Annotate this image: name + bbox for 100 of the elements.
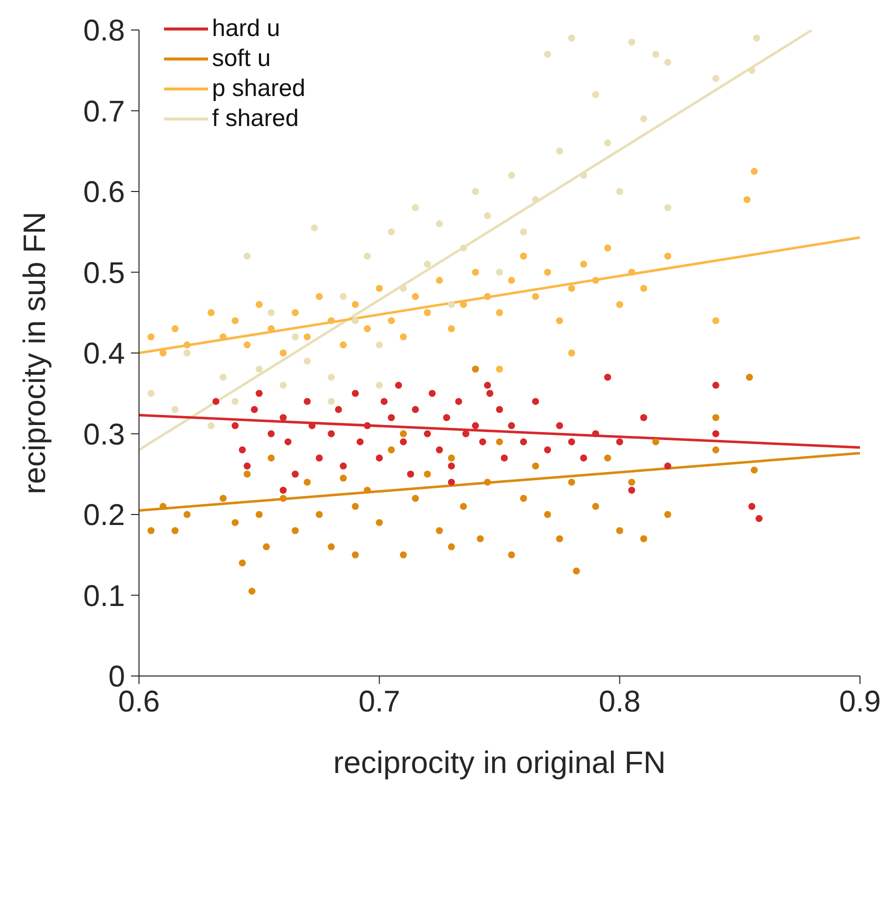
point: [352, 390, 359, 397]
point: [750, 466, 758, 474]
point: [412, 406, 419, 414]
point: [412, 292, 419, 300]
point: [448, 325, 455, 332]
point: [628, 478, 636, 486]
point: [604, 374, 612, 381]
y-tick-label: 0.1: [83, 580, 125, 613]
point: [407, 470, 414, 478]
point: [532, 196, 540, 204]
point: [628, 38, 636, 46]
point: [748, 66, 756, 74]
point: [448, 478, 455, 486]
point: [520, 252, 528, 260]
point: [640, 115, 648, 122]
point: [424, 309, 431, 316]
point: [340, 341, 347, 348]
point: [376, 382, 383, 389]
point: [508, 172, 516, 179]
point: [356, 438, 364, 446]
point: [640, 284, 648, 292]
point: [508, 422, 516, 430]
point: [640, 535, 648, 542]
point: [443, 414, 450, 422]
point: [496, 406, 503, 414]
point: [244, 470, 251, 478]
point: [310, 224, 318, 232]
point: [280, 486, 287, 494]
point: [256, 301, 263, 308]
point: [544, 50, 552, 58]
point: [268, 454, 275, 462]
y-axis-title: reciprocity in sub FN: [17, 212, 52, 494]
point: [424, 470, 431, 478]
point: [616, 188, 624, 195]
point: [304, 333, 311, 340]
point: [436, 446, 443, 454]
point: [664, 204, 672, 212]
point: [376, 519, 383, 526]
point: [448, 454, 455, 462]
point: [172, 406, 179, 414]
point: [268, 430, 275, 438]
point: [568, 34, 576, 42]
point: [496, 366, 503, 373]
point: [292, 470, 299, 478]
point: [256, 511, 263, 518]
point: [664, 462, 672, 470]
point: [580, 454, 588, 462]
point: [256, 390, 263, 397]
point: [448, 543, 455, 550]
point: [364, 422, 371, 430]
y-tick-label: 0.5: [83, 256, 125, 290]
point: [556, 148, 564, 155]
point: [316, 454, 323, 462]
point: [460, 502, 467, 510]
point: [148, 527, 155, 534]
point: [640, 414, 648, 422]
point: [284, 438, 292, 446]
point: [244, 252, 251, 260]
point: [316, 511, 323, 518]
point: [238, 559, 246, 566]
point: [532, 398, 540, 405]
point: [484, 382, 491, 389]
point: [460, 244, 467, 252]
point: [364, 325, 371, 332]
point: [532, 462, 540, 470]
point: [592, 430, 600, 438]
point: [248, 588, 256, 595]
point: [628, 268, 636, 276]
legend-label: soft u: [212, 44, 271, 74]
point: [592, 502, 600, 510]
x-tick-label: 0.8: [598, 685, 641, 718]
point: [712, 317, 720, 324]
point: [664, 252, 672, 260]
point: [568, 284, 576, 292]
point: [380, 398, 388, 405]
point: [486, 390, 494, 397]
point: [400, 551, 407, 558]
point: [304, 478, 311, 486]
y-tick-label: 0.6: [83, 176, 125, 210]
point: [220, 374, 227, 381]
point: [476, 535, 484, 542]
point: [262, 543, 270, 550]
point: [484, 478, 491, 486]
x-axis-title: reciprocity in original FN: [333, 745, 666, 780]
point: [388, 228, 395, 236]
point: [496, 438, 503, 446]
point: [556, 535, 564, 542]
point: [250, 406, 258, 414]
point: [712, 382, 720, 389]
point: [484, 292, 491, 300]
point: [376, 454, 383, 462]
point: [328, 398, 335, 405]
point: [652, 50, 660, 58]
point: [500, 454, 508, 462]
point: [712, 430, 720, 438]
point: [616, 301, 624, 308]
point: [352, 301, 359, 308]
point: [424, 430, 431, 438]
point: [208, 309, 215, 316]
point: [400, 284, 407, 292]
